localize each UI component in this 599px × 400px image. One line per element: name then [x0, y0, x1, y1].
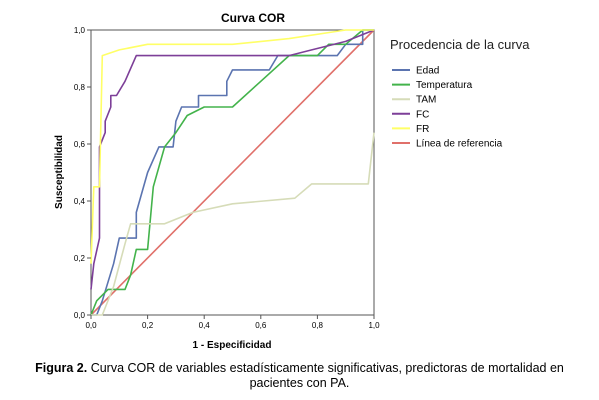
caption-text: Curva COR de variables estadísticamente …: [87, 361, 564, 390]
legend-label: TAM: [416, 95, 436, 106]
x-tick-label: 0,0: [85, 321, 97, 330]
x-tick-label: 0,8: [312, 321, 324, 330]
y-tick-label: 0,8: [74, 83, 86, 92]
roc-chart: Curva COR 0,0 0,2 0,4 0,6 0,8 1,0 0,0 0,2 0,4 0,6…: [54, 11, 530, 351]
y-tick-label: 0,0: [74, 311, 86, 320]
legend-title: Procedencia de la curva: [390, 37, 530, 52]
x-tick-label: 0,2: [142, 321, 154, 330]
y-axis-label: Susceptibilidad: [54, 135, 65, 209]
legend-label: Edad: [416, 66, 439, 77]
x-tick-label: 1,0: [368, 321, 380, 330]
caption-label: Figura 2.: [35, 361, 88, 375]
x-tick-label: 0,4: [199, 321, 211, 330]
legend-items: Edad Temperatura TAM FC FR Línea de referenci…: [392, 66, 503, 150]
legend: Procedencia de la curva Edad Temperatura T…: [390, 37, 530, 150]
legend-label: FC: [416, 109, 429, 120]
curves-layer: [90, 29, 375, 316]
legend-label: Línea de referencia: [416, 139, 503, 150]
chart-title: Curva COR: [221, 11, 285, 25]
y-tick-label: 0,2: [74, 254, 86, 263]
curve-fc: [90, 29, 375, 290]
figure-caption: Figura 2. Curva COR de variables estadís…: [10, 361, 589, 391]
curve-fr: [90, 29, 374, 264]
curve-tam: [91, 132, 375, 316]
curve-edad: [91, 29, 374, 316]
y-tick-label: 1,0: [74, 26, 86, 35]
legend-label: FR: [416, 124, 429, 135]
x-tick-label: 0,6: [255, 321, 267, 330]
ticks-layer: 0,0 0,2 0,4 0,6 0,8 1,0 0,0 0,2 0,4 0,6 0,8 1,0: [74, 26, 380, 330]
x-axis-label: 1 - Especificidad: [193, 340, 272, 351]
curve-linea-de-referencia: [90, 29, 375, 316]
y-tick-label: 0,6: [74, 140, 86, 149]
legend-label: Temperatura: [416, 80, 473, 91]
y-tick-label: 0,4: [74, 197, 86, 206]
